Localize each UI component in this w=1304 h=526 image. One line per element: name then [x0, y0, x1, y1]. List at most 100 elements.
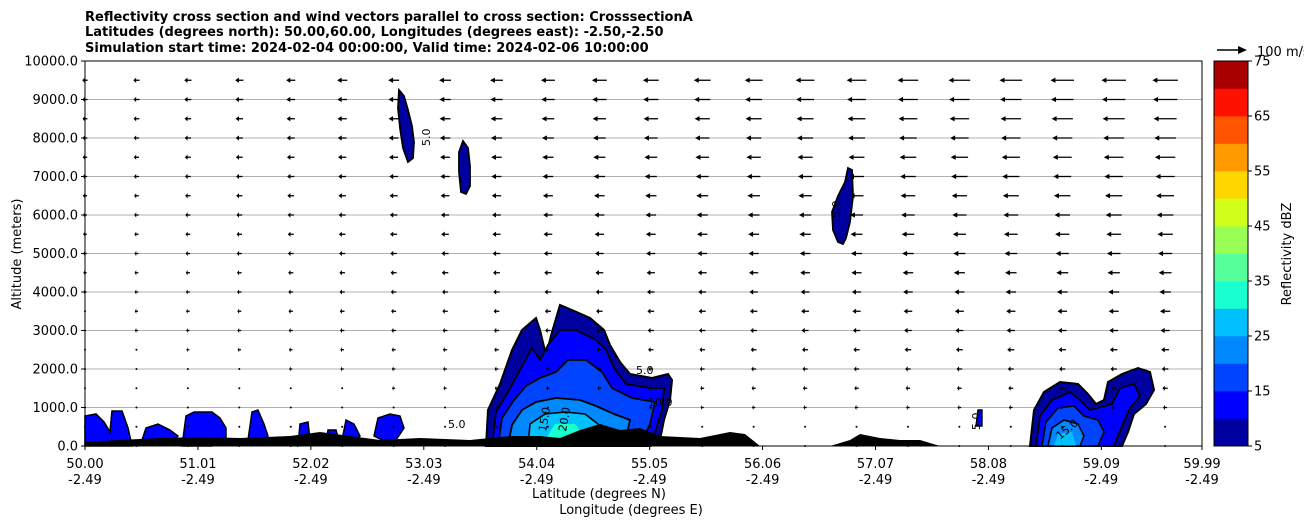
wind-vector	[1162, 385, 1168, 391]
colorbar-tick-label: 55	[1254, 165, 1271, 180]
wind-vector	[591, 77, 607, 83]
wind-vector	[1103, 135, 1125, 141]
wind-vector	[697, 250, 707, 257]
wind-vector	[337, 135, 347, 141]
colorbar: 5 15 25 35 45 55 65 75	[1213, 55, 1271, 455]
wind-vector	[644, 173, 657, 180]
wind-vector	[288, 347, 293, 353]
wind-vector	[1050, 77, 1075, 83]
wind-vector	[1161, 366, 1169, 372]
y-tick-label: 9000.0	[33, 93, 79, 108]
wind-vector	[697, 270, 707, 276]
wind-vector	[849, 212, 864, 218]
wind-vector	[392, 406, 395, 409]
wind-vector	[801, 308, 809, 314]
wind-vector	[903, 308, 913, 314]
colorbar-swatch	[1214, 61, 1248, 89]
wind-vector	[954, 308, 964, 314]
wind-vector	[752, 404, 756, 411]
wind-vector	[848, 154, 865, 160]
wind-vector	[236, 212, 243, 218]
wind-vector	[593, 193, 605, 199]
contour-label: 5.0	[830, 201, 843, 219]
wind-vector	[543, 212, 553, 218]
wind-vector	[135, 348, 138, 351]
wind-vector	[495, 425, 498, 428]
wind-vector	[802, 347, 809, 353]
wind-vector	[1008, 404, 1013, 411]
wind-vector	[542, 154, 554, 160]
wind-vector	[950, 135, 969, 141]
wind-vector	[338, 212, 346, 218]
wind-vector	[489, 77, 503, 83]
wind-vector	[390, 270, 397, 276]
contour-label: 15.0	[536, 406, 553, 432]
colorbar-label: Reflectivity dBZ	[1280, 203, 1295, 306]
wind-vector	[134, 212, 139, 218]
wind-vector	[1052, 135, 1073, 141]
wind-vector	[286, 154, 295, 160]
colorbar-swatch	[1214, 308, 1248, 337]
wind-vector	[803, 404, 807, 411]
wind-vector	[905, 385, 911, 391]
wind-vector	[1052, 154, 1072, 160]
wind-vector	[82, 116, 88, 122]
x-tick-label-lon: -2.49	[407, 473, 441, 488]
wind-vector	[491, 193, 502, 199]
wind-vector	[904, 327, 912, 334]
contour-label: 5.0	[970, 413, 983, 431]
wind-vector	[134, 193, 139, 199]
wind-vector	[699, 327, 706, 334]
wind-vector	[441, 270, 449, 276]
colorbar-swatch	[1214, 143, 1248, 172]
wind-vector	[597, 385, 602, 391]
wind-key: 100 m/s	[1217, 45, 1304, 60]
wind-vector	[391, 308, 397, 314]
x-tick-label-lat: 57.07	[857, 457, 894, 472]
wind-vector	[135, 368, 138, 370]
wind-vector	[1156, 212, 1174, 218]
wind-vector	[1155, 173, 1175, 180]
wind-vector	[1003, 212, 1019, 218]
wind-vector	[288, 270, 294, 276]
wind-vector	[903, 289, 913, 295]
wind-vector	[133, 154, 140, 160]
wind-vector	[1060, 404, 1065, 411]
wind-vector	[184, 77, 192, 83]
wind-vector	[648, 366, 654, 372]
wind-vector	[594, 231, 604, 237]
wind-vector	[134, 308, 139, 314]
y-tick-label: 4000.0	[33, 286, 79, 301]
wind-vector	[898, 116, 918, 122]
colorbar-frame	[1213, 60, 1249, 447]
wind-vector	[804, 425, 807, 428]
wind-vector	[440, 154, 450, 160]
wind-vector	[956, 366, 963, 372]
wind-vector	[1161, 347, 1170, 353]
wind-vector	[799, 250, 811, 257]
contour-label: 5.0	[420, 129, 433, 147]
terrain	[85, 424, 940, 446]
wind-vector	[287, 173, 295, 180]
wind-vector	[901, 212, 915, 218]
wind-vector	[855, 425, 858, 428]
colorbar-swatch	[1214, 198, 1248, 227]
wind-vector	[700, 404, 704, 411]
x-tick-label-lon: -2.49	[1085, 473, 1119, 488]
wind-vector	[645, 193, 657, 199]
wind-vector	[999, 77, 1023, 83]
colorbar-tick-label: 45	[1254, 220, 1271, 235]
wind-vector	[544, 289, 552, 295]
x-tick-label-lon: -2.49	[972, 473, 1006, 488]
wind-vector	[648, 347, 654, 353]
wind-vector	[340, 366, 344, 372]
chart-title: Reflectivity cross section and wind vect…	[85, 10, 693, 56]
wind-vector	[492, 270, 500, 276]
wind-vector	[701, 425, 704, 428]
wind-vector	[1163, 404, 1168, 411]
wind-vector	[649, 425, 652, 428]
wind-vector	[1154, 154, 1176, 160]
echo-cell-50-0	[84, 410, 133, 447]
wind-vector	[798, 193, 812, 199]
wind-vector	[596, 308, 603, 314]
